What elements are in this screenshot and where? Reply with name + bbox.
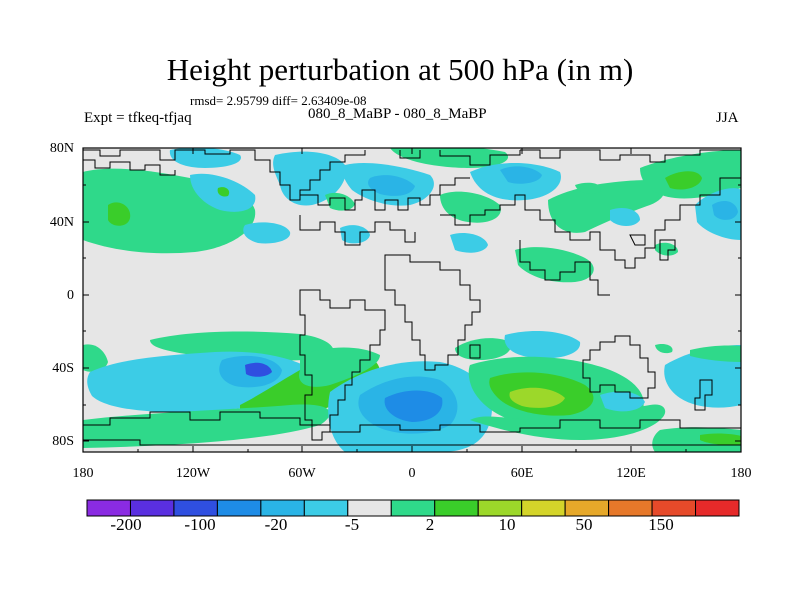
colorbar-label: 2 <box>425 515 435 534</box>
coastline <box>83 149 366 201</box>
contour-region <box>515 247 594 283</box>
contour-region <box>299 347 380 387</box>
coastline <box>659 239 676 261</box>
map-title: Height perturbation at 500 hPa (in m) <box>166 52 634 87</box>
lat-tick-label: 40N <box>49 215 74 230</box>
contour-region <box>700 433 741 446</box>
coastline <box>694 379 713 411</box>
contour-region <box>690 345 741 362</box>
contour-region <box>500 166 542 184</box>
season-label: JJA <box>716 110 739 126</box>
colorbar-label: 50 <box>575 515 593 534</box>
lon-tick-label: 180 <box>72 466 94 481</box>
colorbar-swatch <box>86 499 131 517</box>
colorbar-swatch <box>521 499 566 517</box>
contour-region <box>390 148 508 168</box>
contour-region <box>217 187 230 197</box>
stats-label: rmsd= 2.95799 diff= 2.63409e-08 <box>190 93 367 108</box>
lon-tick-label: 60E <box>510 466 534 481</box>
colorbar-swatch <box>390 499 436 517</box>
contour-region <box>509 387 565 408</box>
contour-region <box>665 171 702 190</box>
axis-ticks <box>83 147 741 452</box>
colorbar-swatch <box>477 499 523 517</box>
colorbar-swatch <box>564 499 610 517</box>
colorbar-swatch <box>303 499 349 517</box>
coastline <box>520 149 741 163</box>
colorbar-label: 10 <box>498 515 516 534</box>
coastline <box>83 159 176 176</box>
colorbar-swatch <box>216 499 262 517</box>
colorbar-label: -20 <box>264 515 288 534</box>
coastline <box>83 439 741 446</box>
coastline <box>399 150 521 166</box>
coastline <box>299 215 416 246</box>
contour-region <box>548 180 665 233</box>
experiment-label: Expt = tfkeq-tfjaq <box>84 110 192 126</box>
contour-region <box>450 233 488 253</box>
contour-region <box>652 427 741 452</box>
contour-region <box>169 148 241 168</box>
contour-region <box>600 391 645 412</box>
coastline <box>519 240 610 296</box>
lat-tick-label: 0 <box>67 288 74 303</box>
lat-tick-label: 80S <box>52 434 74 449</box>
colorbar-swatch <box>608 499 653 517</box>
lat-tick-label: 80N <box>49 141 74 156</box>
contour-region <box>243 222 291 244</box>
colorbar-swatch <box>695 499 740 517</box>
colorbar-swatch <box>434 499 479 517</box>
coastline <box>300 177 470 211</box>
coastline <box>582 335 656 399</box>
contour-region <box>655 242 678 256</box>
contour-region <box>108 202 131 226</box>
contour-region <box>384 390 443 422</box>
contour-region <box>470 404 666 440</box>
coastline <box>440 177 741 269</box>
lon-tick-label: 180 <box>730 466 752 481</box>
colorbar-label: 150 <box>648 515 674 534</box>
contour-region <box>504 330 581 359</box>
contour-region <box>340 225 370 244</box>
contour-region <box>83 344 108 372</box>
colorbar-swatch <box>129 499 175 517</box>
coastline <box>384 254 481 371</box>
lon-tick-label: 120W <box>175 466 211 481</box>
contour-region <box>655 343 673 354</box>
lon-tick-label: 120E <box>616 466 646 481</box>
colorbar-swatch <box>173 499 218 517</box>
contour-region <box>368 175 415 196</box>
coastline <box>83 411 741 433</box>
coastline <box>299 289 386 441</box>
contour-region <box>610 208 640 226</box>
colorbar-swatch <box>347 499 392 517</box>
contour-region <box>325 192 355 211</box>
subtitle-label: 080_8_MaBP - 080_8_MaBP <box>308 106 487 122</box>
contour-fills <box>83 148 741 452</box>
contour-region <box>83 404 330 448</box>
colorbar-swatch <box>260 499 305 517</box>
lon-tick-label: 0 <box>408 466 416 481</box>
colorbar-label: -5 <box>344 515 360 534</box>
coastline <box>469 344 481 359</box>
contour-region <box>712 200 738 220</box>
coastline <box>629 234 646 246</box>
contour-region <box>575 182 601 194</box>
colorbar-label: -100 <box>184 515 216 534</box>
colorbar-swatch <box>651 499 697 517</box>
contour-region <box>455 338 511 360</box>
colorbar-label: -200 <box>110 515 142 534</box>
colorbar <box>86 499 740 517</box>
lat-tick-label: 40S <box>52 361 74 376</box>
coastlines <box>83 149 741 446</box>
contour-region <box>245 362 272 377</box>
contour-region <box>273 151 346 206</box>
lon-tick-label: 60W <box>288 466 316 481</box>
